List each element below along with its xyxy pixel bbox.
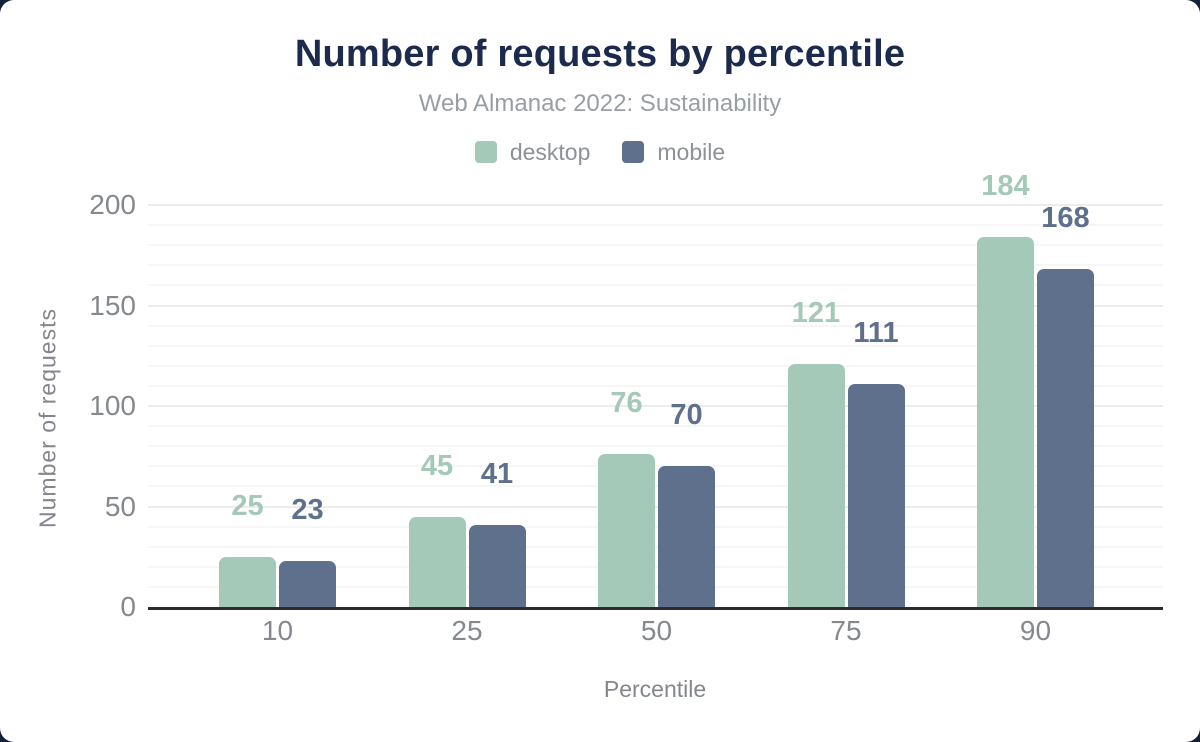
x-tick-75: 75 [830,615,862,646]
value-label-desktop-p75: 121 [791,296,841,329]
gridline-30 [148,545,1163,548]
legend-item-mobile: mobile [622,140,725,164]
gridline-70 [148,465,1163,468]
value-label-desktop-p90: 184 [981,170,1030,203]
bar-desktop-p10 [219,556,276,607]
gridline-170 [148,264,1163,267]
bar-mobile-p75 [847,383,905,607]
gridline-20 [148,565,1163,568]
bar-desktop-p25 [408,516,466,607]
gridline-180 [148,244,1163,247]
legend-label: mobile [657,139,726,165]
gridline-50 [148,505,1163,508]
gridline-60 [148,485,1163,488]
x-tick-90: 90 [1019,615,1052,646]
bar-mobile-p25 [468,524,526,607]
gridline-200 [148,204,1163,206]
gridline-150 [148,304,1163,307]
gridline-160 [148,284,1163,287]
x-axis-title: Percentile [603,676,707,702]
bar-desktop-p90 [977,237,1034,607]
value-label-mobile-p10: 23 [291,493,324,526]
x-tick-50: 50 [640,615,673,646]
gridline-80 [148,445,1163,448]
gridline-100 [148,405,1163,407]
y-axis-title: Number of requests [34,308,61,528]
gridline-40 [148,525,1163,528]
value-label-desktop-p10: 25 [231,489,264,522]
x-tick-25: 25 [451,615,483,646]
value-label-mobile-p50: 70 [670,399,703,432]
legend-swatch-desktop [474,141,497,163]
bar-mobile-p50 [658,466,715,607]
value-label-mobile-p25: 41 [480,457,514,490]
value-label-desktop-p50: 76 [610,387,643,420]
x-tick-10: 10 [261,615,294,646]
y-tick-150: 150 [89,289,136,321]
y-tick-50: 50 [104,490,136,522]
legend-item-desktop: desktop [474,139,591,165]
chart-subtitle: Web Almanac 2022: Sustainability [418,90,782,117]
chart-title: Number of requests by percentile [294,33,906,75]
legend: desktop mobile [0,140,1200,164]
bar-mobile-p10 [279,560,336,607]
gridline-90 [148,425,1163,428]
y-tick-100: 100 [89,390,136,421]
y-tick-200: 200 [89,189,136,220]
bar-mobile-p90 [1037,269,1094,607]
gridline-120 [148,364,1163,367]
legend-swatch-mobile [622,141,645,163]
bar-desktop-p75 [787,363,845,607]
gridline-130 [148,344,1163,347]
bar-desktop-p50 [598,454,655,607]
legend-label: desktop [509,139,591,165]
gridline-140 [148,324,1163,327]
y-tick-0: 0 [120,591,136,622]
gridline-110 [148,384,1163,387]
gridline-10 [148,585,1163,588]
x-axis-line [148,607,1163,610]
value-label-desktop-p25: 45 [420,449,454,482]
gridline-190 [148,224,1163,227]
value-label-mobile-p75: 111 [853,316,899,349]
value-label-mobile-p90: 168 [1041,202,1090,235]
